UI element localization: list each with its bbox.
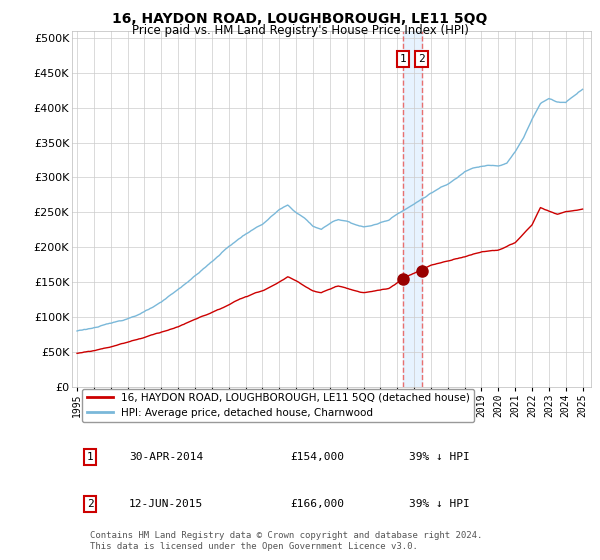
Bar	[403, 31, 422, 387]
Text: 30-APR-2014: 30-APR-2014	[129, 452, 203, 462]
Text: Price paid vs. HM Land Registry's House Price Index (HPI): Price paid vs. HM Land Registry's House …	[131, 24, 469, 36]
Text: £154,000: £154,000	[290, 452, 344, 462]
Text: 39% ↓ HPI: 39% ↓ HPI	[409, 499, 470, 509]
Text: 1: 1	[87, 452, 94, 462]
Legend: 16, HAYDON ROAD, LOUGHBOROUGH, LE11 5QQ (detached house), HPI: Average price, de: 16, HAYDON ROAD, LOUGHBOROUGH, LE11 5QQ …	[82, 389, 474, 422]
Text: 1: 1	[400, 54, 406, 64]
Text: 2: 2	[87, 499, 94, 509]
Text: 16, HAYDON ROAD, LOUGHBOROUGH, LE11 5QQ: 16, HAYDON ROAD, LOUGHBOROUGH, LE11 5QQ	[112, 12, 488, 26]
Text: 12-JUN-2015: 12-JUN-2015	[129, 499, 203, 509]
Text: Contains HM Land Registry data © Crown copyright and database right 2024.
This d: Contains HM Land Registry data © Crown c…	[90, 531, 482, 550]
Text: £166,000: £166,000	[290, 499, 344, 509]
Text: 39% ↓ HPI: 39% ↓ HPI	[409, 452, 470, 462]
Text: 2: 2	[418, 54, 425, 64]
